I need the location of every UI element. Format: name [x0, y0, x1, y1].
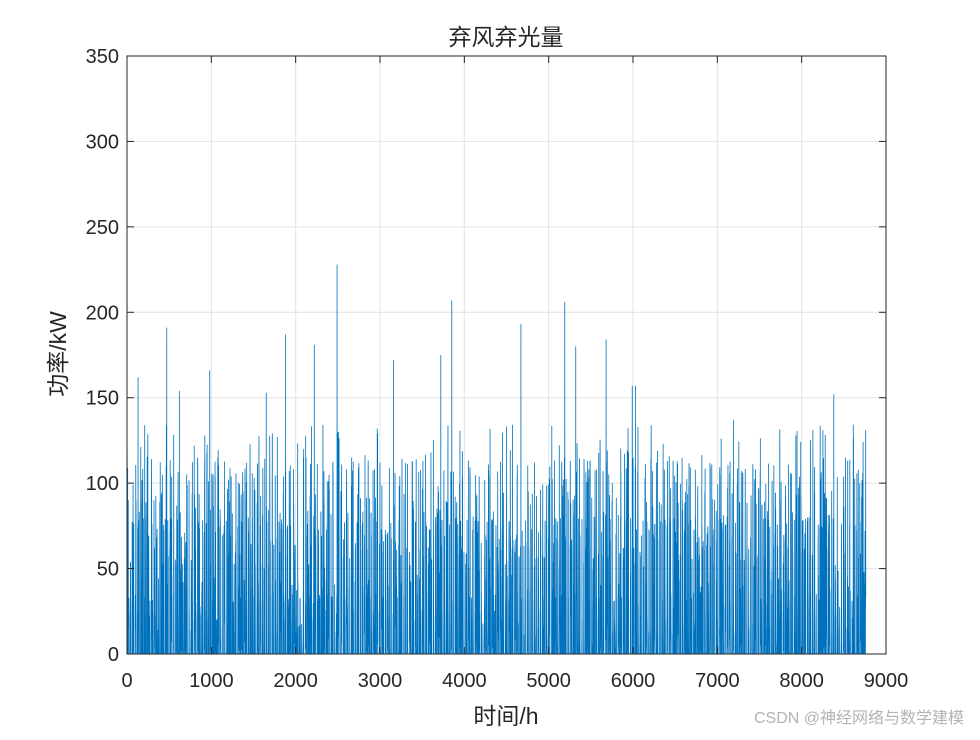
y-tick-label: 300 — [86, 131, 119, 153]
x-tick-label: 2000 — [273, 670, 318, 692]
y-tick-label: 150 — [86, 388, 119, 410]
chart-title: 弃风弃光量 — [449, 24, 564, 50]
ticks: 0 1000 2000 3000 4000 5000 6000 7000 8000 9000 0 50… — [86, 46, 909, 692]
y-tick-label: 100 — [86, 473, 119, 495]
axes-box — [126, 55, 887, 655]
x-tick-label: 7000 — [695, 670, 740, 692]
y-tick-label: 350 — [86, 46, 119, 68]
x-tick-label: 3000 — [358, 670, 403, 692]
x-tick-label: 9000 — [864, 670, 909, 692]
y-tick-label: 50 — [97, 559, 119, 581]
x-tick-label: 4000 — [442, 670, 487, 692]
y-tick-label: 0 — [108, 644, 119, 666]
y-axis-title: 功率/kW — [45, 311, 71, 397]
y-tick-label: 250 — [86, 217, 119, 239]
x-tick-label: 8000 — [779, 670, 824, 692]
watermark: CSDN @神经网络与数学建模 — [754, 708, 964, 727]
axes-frame — [126, 55, 887, 655]
x-tick-label: 0 — [121, 670, 132, 692]
y-tick-label: 200 — [86, 302, 119, 324]
x-axis-title: 时间/h — [473, 703, 538, 729]
x-tick-label: 6000 — [611, 670, 656, 692]
x-tick-label: 1000 — [189, 670, 234, 692]
x-tick-label: 5000 — [526, 670, 571, 692]
